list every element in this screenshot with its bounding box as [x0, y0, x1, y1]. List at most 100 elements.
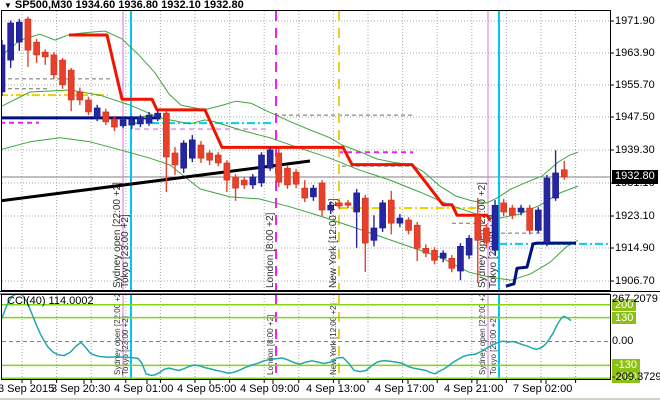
candle-bear: [102, 111, 110, 123]
candle-bull: [93, 107, 101, 119]
session-label: London [8:00 +2]: [266, 315, 275, 375]
cci-min-label: -209.3729: [612, 371, 660, 383]
candle-bull: [517, 207, 525, 213]
session-label: Sydney open [22:00 +2]: [112, 182, 123, 288]
session-label: Tokyo [23:00 +2]: [120, 214, 131, 288]
time-axis-label: 4 Sep 05:00: [177, 383, 237, 395]
candle-bull: [249, 176, 257, 186]
candle-bear: [197, 144, 205, 159]
candle-bull: [534, 209, 542, 231]
candle-bear: [318, 182, 326, 211]
candle-bull: [543, 177, 551, 244]
price-axis-label: 1947.50: [615, 111, 655, 123]
session-label-cci-group: London [8:00 +2]: [266, 315, 275, 375]
time-axis-label: 3 Sep 2015: [0, 383, 55, 395]
candle-bull: [119, 119, 127, 127]
cci-panel-border: [1, 294, 611, 380]
cci-plot-layer: [2, 295, 610, 379]
chart-symbol-period: SP500,M30: [14, 0, 73, 11]
candle-bear: [275, 152, 283, 183]
candle-bear: [223, 162, 231, 181]
session-label: Sydney open [22:00 +2]: [478, 290, 487, 375]
candle-bull: [7, 22, 14, 61]
candle-bull: [370, 227, 378, 241]
candle-bear: [361, 197, 369, 244]
time-axis-label: 4 Sep 17:00: [375, 383, 435, 395]
candle-bull: [353, 192, 360, 213]
axis-ticks: [21, 20, 614, 384]
price-axis-label: 1955.70: [615, 79, 655, 91]
candle-bear: [336, 202, 343, 207]
session-label-cci-group: Tokyo [23:00 +2]: [121, 316, 130, 375]
time-axis-label: 3 Sep 20:30: [51, 383, 111, 395]
candle-bull: [154, 112, 161, 119]
chart-menu-triangle-icon[interactable]: ▼: [4, 1, 12, 10]
candle-bear: [405, 219, 412, 231]
candle-bear: [50, 54, 58, 76]
candle-bear: [431, 250, 438, 261]
candle-bull: [379, 202, 386, 229]
session-label-cci-group: New York [12:00 +2]: [329, 303, 338, 375]
chart-title-bar: ▼ SP500,M30 1934.60 1936.80 1932.10 1932.…: [4, 0, 244, 11]
candle-bear: [509, 207, 516, 216]
candle-bear: [85, 99, 92, 113]
price-axis-label: 1971.90: [615, 15, 655, 27]
cci-level-label: -130: [612, 359, 641, 372]
candle-bull: [128, 118, 136, 126]
cci-indicator-label: CCI(40) 114.0002: [7, 295, 94, 307]
candle-bear: [206, 152, 213, 161]
candle-bull: [266, 149, 274, 169]
cci-zero-label: 0.00: [612, 334, 634, 347]
time-axis-label: 4 Sep 13:00: [306, 383, 366, 395]
candle-bull: [180, 142, 187, 169]
session-label: Sydney open [22:00 +2]: [477, 182, 488, 288]
cci-max-label: 267.2079: [612, 293, 658, 305]
candle-bear: [284, 167, 291, 186]
candle-bear: [301, 187, 309, 199]
candle-bull: [310, 187, 317, 198]
candle-bull: [491, 204, 499, 251]
candle-bull: [457, 246, 464, 272]
price-axis-label: 1914.90: [615, 242, 655, 254]
current-price-badge: 1932.80: [612, 170, 658, 184]
candle-bull: [327, 204, 335, 211]
candle-bear: [232, 176, 239, 189]
bollinger-upper-band: [2, 30, 579, 204]
candle-bear: [344, 202, 352, 206]
candle-bear: [422, 248, 430, 254]
candle-bear: [111, 118, 118, 128]
red-step-line: [69, 33, 492, 222]
cci-level-label: -200: [612, 371, 641, 383]
candle-bull: [552, 172, 559, 199]
candle-bear: [526, 207, 533, 231]
session-label: Tokyo [23:00 +2]: [488, 214, 499, 288]
candle-bear: [387, 199, 395, 224]
cci-level-label: 130: [612, 311, 637, 324]
chart-ohlc-readout: 1934.60 1936.80 1932.10 1932.80: [75, 0, 244, 11]
session-label-cci-group: Tokyo [23:00 +2]: [489, 316, 498, 375]
cci-level-label: 200: [612, 298, 637, 311]
candle-bull: [189, 139, 196, 159]
candle-bear: [474, 214, 482, 241]
candle-bull: [15, 21, 23, 43]
candle-bear: [59, 59, 66, 86]
session-label: New York [12:00 +2]: [329, 303, 338, 375]
candle-bear: [560, 169, 568, 178]
session-label: Tokyo [23:00 +2]: [489, 316, 498, 375]
candle-bull: [137, 116, 144, 125]
price-axis-label: 1906.70: [615, 275, 655, 287]
candle-bear: [292, 171, 300, 185]
session-label: New York [12:00 +2]: [328, 198, 339, 288]
candle-bear: [163, 112, 170, 158]
candle-bear: [214, 154, 222, 164]
price-axis-label: 1939.30: [615, 144, 655, 156]
candle-bear: [500, 202, 508, 213]
candle-bear: [24, 18, 32, 51]
window-bottom-edge: [0, 398, 660, 400]
session-label: Tokyo [23:00 +2]: [121, 316, 130, 375]
price-axis-label: 1923.10: [615, 210, 655, 222]
candle-bull: [465, 238, 473, 256]
candle-bear: [240, 179, 248, 186]
price-axis-label: 1963.90: [615, 47, 655, 59]
